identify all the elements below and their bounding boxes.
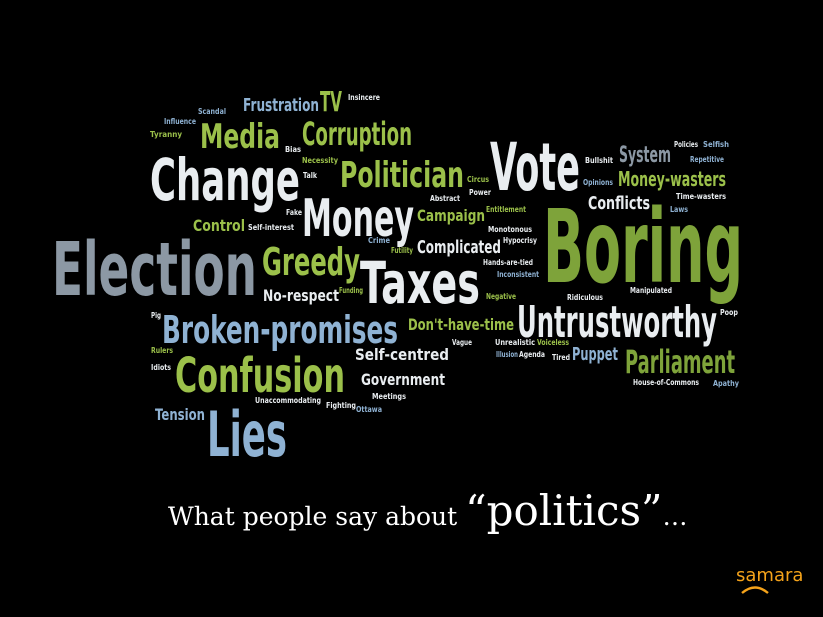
cloud-word-tv: TV	[320, 85, 342, 118]
cloud-word-untrustworthy: Untrustworthy	[517, 297, 717, 348]
caption-prefix: What people say about	[168, 502, 466, 531]
cloud-word-lies: Lies	[207, 398, 287, 470]
cloud-word-insincere: Insincere	[348, 93, 380, 102]
cloud-word-house-of-commons: House-of-Commons	[633, 378, 699, 387]
cloud-word-fake: Fake	[286, 208, 302, 217]
cloud-word-rulers: Rulers	[151, 346, 173, 355]
cloud-word-government: Government	[361, 370, 445, 389]
logo-smile-icon	[741, 586, 769, 594]
cloud-word-taxes: Taxes	[360, 249, 480, 317]
cloud-word-monotonous: Monotonous	[488, 225, 532, 234]
cloud-word-agenda: Agenda	[519, 350, 545, 359]
cloud-word-confusion: Confusion	[175, 348, 345, 404]
cloud-word-frustration: Frustration	[243, 95, 319, 116]
cloud-word-idiots: Idiots	[151, 363, 171, 372]
cloud-word-tired: Tired	[552, 353, 570, 362]
cloud-word-inconsistent: Inconsistent	[497, 270, 539, 279]
cloud-word-policies: Policies	[674, 140, 698, 149]
cloud-word-election: Election	[52, 227, 257, 313]
cloud-word-meetings: Meetings	[372, 392, 406, 401]
cloud-word-greedy: Greedy	[262, 240, 360, 284]
cloud-word-ottawa: Ottawa	[356, 405, 382, 414]
cloud-word-talk: Talk	[303, 171, 318, 180]
caption: What people say about “politics”…	[168, 486, 688, 542]
cloud-word-bullshit: Bullshit	[585, 156, 613, 165]
cloud-word-opinions: Opinions	[583, 178, 613, 187]
cloud-word-fighting: Fighting	[326, 401, 356, 410]
cloud-word-media: Media	[200, 117, 280, 157]
cloud-word-selfish: Selfish	[703, 140, 729, 149]
cloud-word-illusion: Illusion	[496, 350, 518, 359]
cloud-word-vote: Vote	[490, 129, 580, 206]
cloud-word-parliament: Parliament	[625, 343, 735, 381]
cloud-word-circus: Circus	[467, 175, 489, 184]
cloud-word-money-wasters: Money-wasters	[618, 167, 726, 191]
cloud-word-hands-are-tied: Hands-are-tied	[483, 258, 533, 267]
cloud-word-laws: Laws	[670, 205, 688, 214]
cloud-word-boring: Boring	[543, 188, 743, 307]
cloud-word-necessity: Necessity	[302, 156, 339, 165]
cloud-word-campaign: Campaign	[417, 206, 485, 225]
cloud-word-self-interest: Self-interest	[248, 223, 294, 232]
cloud-word-poop: Poop	[720, 308, 738, 317]
cloud-word-control: Control	[193, 216, 245, 235]
cloud-word-entitlement: Entitlement	[486, 205, 526, 214]
cloud-word-system: System	[619, 143, 671, 168]
cloud-word-bias: Bias	[285, 145, 301, 154]
logo-text: samara	[736, 565, 804, 586]
cloud-word-don-t-have-time: Don't-have-time	[408, 315, 514, 334]
cloud-word-tension: Tension	[155, 405, 205, 424]
cloud-word-corruption: Corruption	[302, 115, 412, 153]
cloud-word-conflicts: Conflicts	[588, 193, 650, 214]
cloud-word-time-wasters: Time-wasters	[676, 192, 726, 201]
cloud-word-voiceless: Voiceless	[537, 338, 569, 347]
cloud-word-change: Change	[150, 146, 300, 214]
cloud-word-puppet: Puppet	[572, 344, 618, 365]
cloud-word-broken-promises: Broken-promises	[162, 308, 398, 352]
cloud-word-unrealistic: Unrealistic	[495, 338, 535, 347]
cloud-word-scandal: Scandal	[198, 107, 226, 116]
cloud-word-apathy: Apathy	[713, 379, 740, 388]
cloud-word-money: Money	[302, 189, 414, 249]
caption-keyword: “politics”	[465, 486, 663, 535]
cloud-word-no-respect: No-respect	[263, 286, 339, 305]
cloud-word-pig: Pig	[151, 311, 161, 320]
cloud-word-complicated: Complicated	[417, 237, 501, 258]
samara-logo: samara	[736, 566, 806, 600]
cloud-word-politician: Politician	[340, 155, 464, 196]
cloud-word-repetitive: Repetitive	[690, 155, 724, 164]
cloud-word-tyranny: Tyranny	[150, 130, 183, 139]
cloud-word-abstract: Abstract	[430, 194, 460, 203]
cloud-word-unaccommodating: Unaccommodating	[255, 396, 321, 405]
cloud-word-crime: Crime	[368, 236, 390, 245]
cloud-word-manipulated: Manipulated	[630, 286, 672, 295]
cloud-word-futility: Futility	[391, 246, 414, 255]
cloud-word-vague: Vague	[452, 338, 472, 347]
cloud-word-hypocrisy: Hypocrisy	[503, 236, 538, 245]
cloud-word-self-centred: Self-centred	[355, 345, 449, 364]
cloud-word-funding: Funding	[339, 286, 363, 295]
cloud-word-power: Power	[469, 188, 491, 197]
cloud-word-influence: Influence	[164, 117, 196, 126]
cloud-word-negative: Negative	[486, 292, 516, 301]
caption-suffix: …	[662, 502, 688, 531]
cloud-word-ridiculous: Ridiculous	[567, 293, 603, 302]
